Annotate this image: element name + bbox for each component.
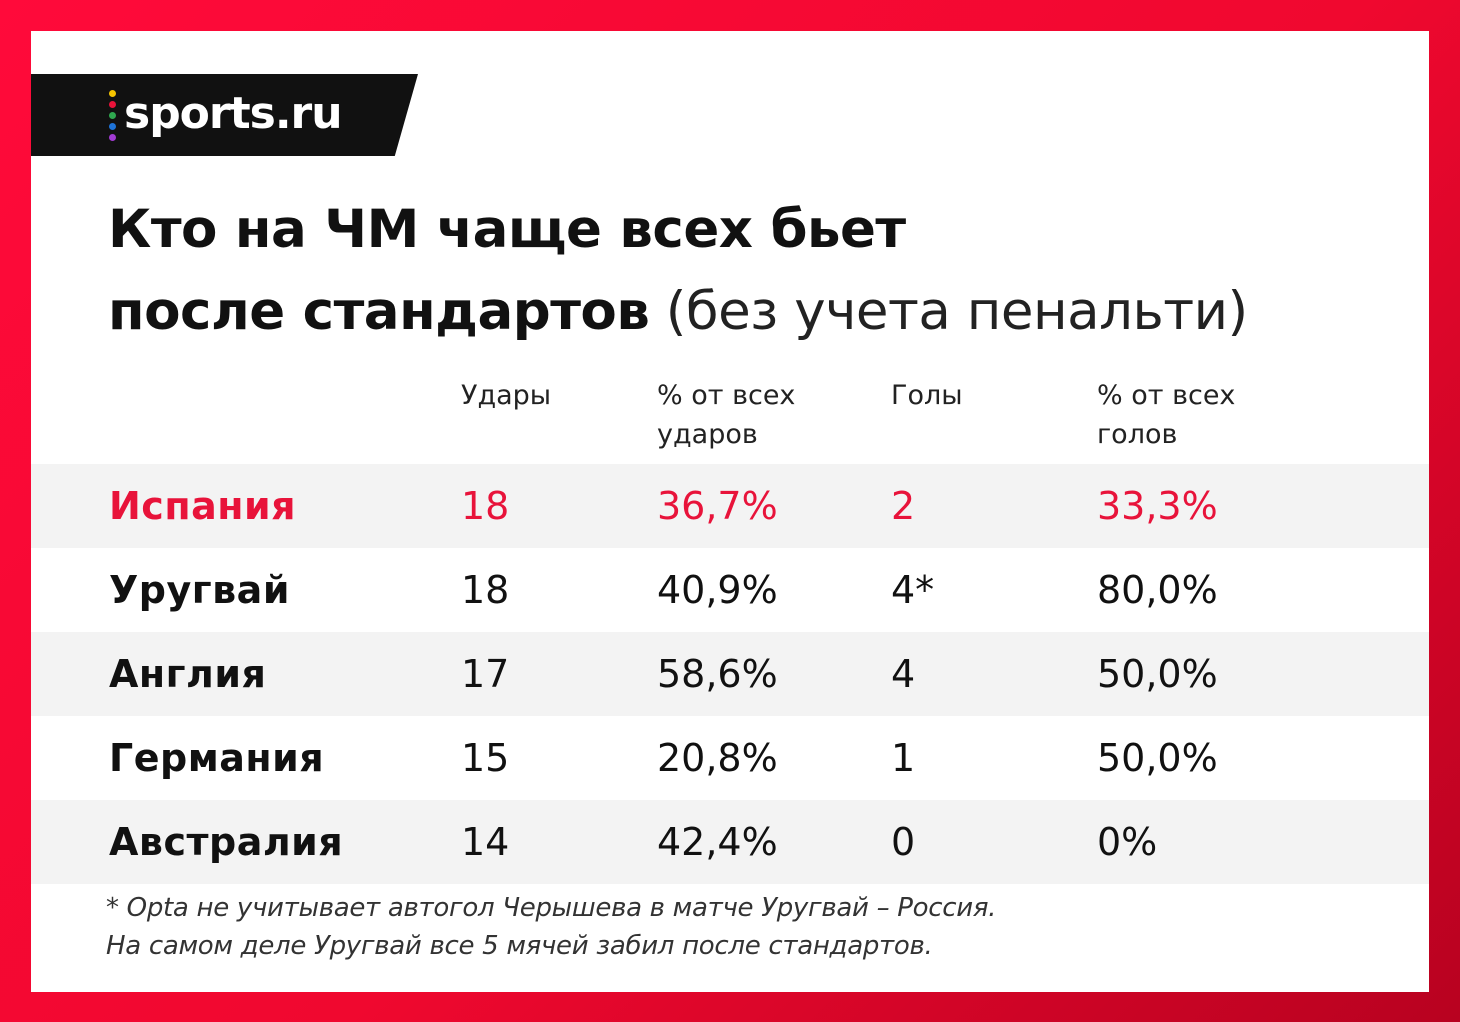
shots-pct-value: 42,4%: [657, 820, 778, 864]
shots-pct-value: 58,6%: [657, 652, 778, 696]
table-row: Испания 18 36,7% 2 33,3%: [31, 464, 1429, 548]
team-name: Германия: [109, 736, 325, 780]
team-name: Англия: [109, 652, 267, 696]
infographic-card: sports.ru Кто на ЧМ чаще всех бьет после…: [31, 31, 1429, 992]
header-goals: Голы: [891, 380, 963, 411]
shots-pct-value: 40,9%: [657, 568, 778, 612]
title-line-2: после стандартов: [108, 281, 650, 342]
footnote-line-2: На самом деле Уругвай все 5 мячей забил …: [106, 931, 933, 961]
logo-dots-icon: [109, 90, 117, 144]
goals-pct-value: 50,0%: [1097, 652, 1218, 696]
title-subtitle: (без учета пенальти): [649, 281, 1248, 342]
table-row: Австралия 14 42,4% 0 0%: [31, 800, 1429, 884]
logo-text: sports.ru: [124, 88, 343, 139]
header-goals-pct: % от всех голов: [1097, 380, 1236, 450]
team-name: Уругвай: [109, 568, 290, 612]
shots-pct-value: 20,8%: [657, 736, 778, 780]
goals-value: 0: [891, 820, 916, 864]
goals-value: 2: [891, 484, 916, 528]
footnote: * Opta не учитывает автогол Черышева в м…: [106, 889, 1406, 965]
goals-pct-value: 0%: [1097, 820, 1158, 864]
table-row: Англия 17 58,6% 4 50,0%: [31, 632, 1429, 716]
shots-value: 18: [461, 484, 510, 528]
title-line-1: Кто на ЧМ чаще всех бьет: [108, 199, 906, 260]
goals-pct-value: 33,3%: [1097, 484, 1218, 528]
footnote-line-1: * Opta не учитывает автогол Черышева в м…: [106, 893, 997, 923]
header-shots-pct: % от всех ударов: [657, 380, 796, 450]
table-row: Уругвай 18 40,9% 4* 80,0%: [31, 548, 1429, 632]
table-row: Германия 15 20,8% 1 50,0%: [31, 716, 1429, 800]
shots-value: 18: [461, 568, 510, 612]
logo-banner: sports.ru: [31, 74, 418, 156]
team-name: Испания: [109, 484, 297, 528]
shots-value: 14: [461, 820, 510, 864]
team-name: Австралия: [109, 820, 344, 864]
goals-value: 4*: [891, 568, 935, 612]
goals-pct-value: 80,0%: [1097, 568, 1218, 612]
goals-value: 1: [891, 736, 916, 780]
goals-value: 4: [891, 652, 916, 696]
page-title: Кто на ЧМ чаще всех бьет после стандарто…: [108, 189, 1408, 353]
header-shots: Удары: [461, 380, 552, 411]
shots-pct-value: 36,7%: [657, 484, 778, 528]
shots-value: 15: [461, 736, 510, 780]
shots-value: 17: [461, 652, 510, 696]
goals-pct-value: 50,0%: [1097, 736, 1218, 780]
